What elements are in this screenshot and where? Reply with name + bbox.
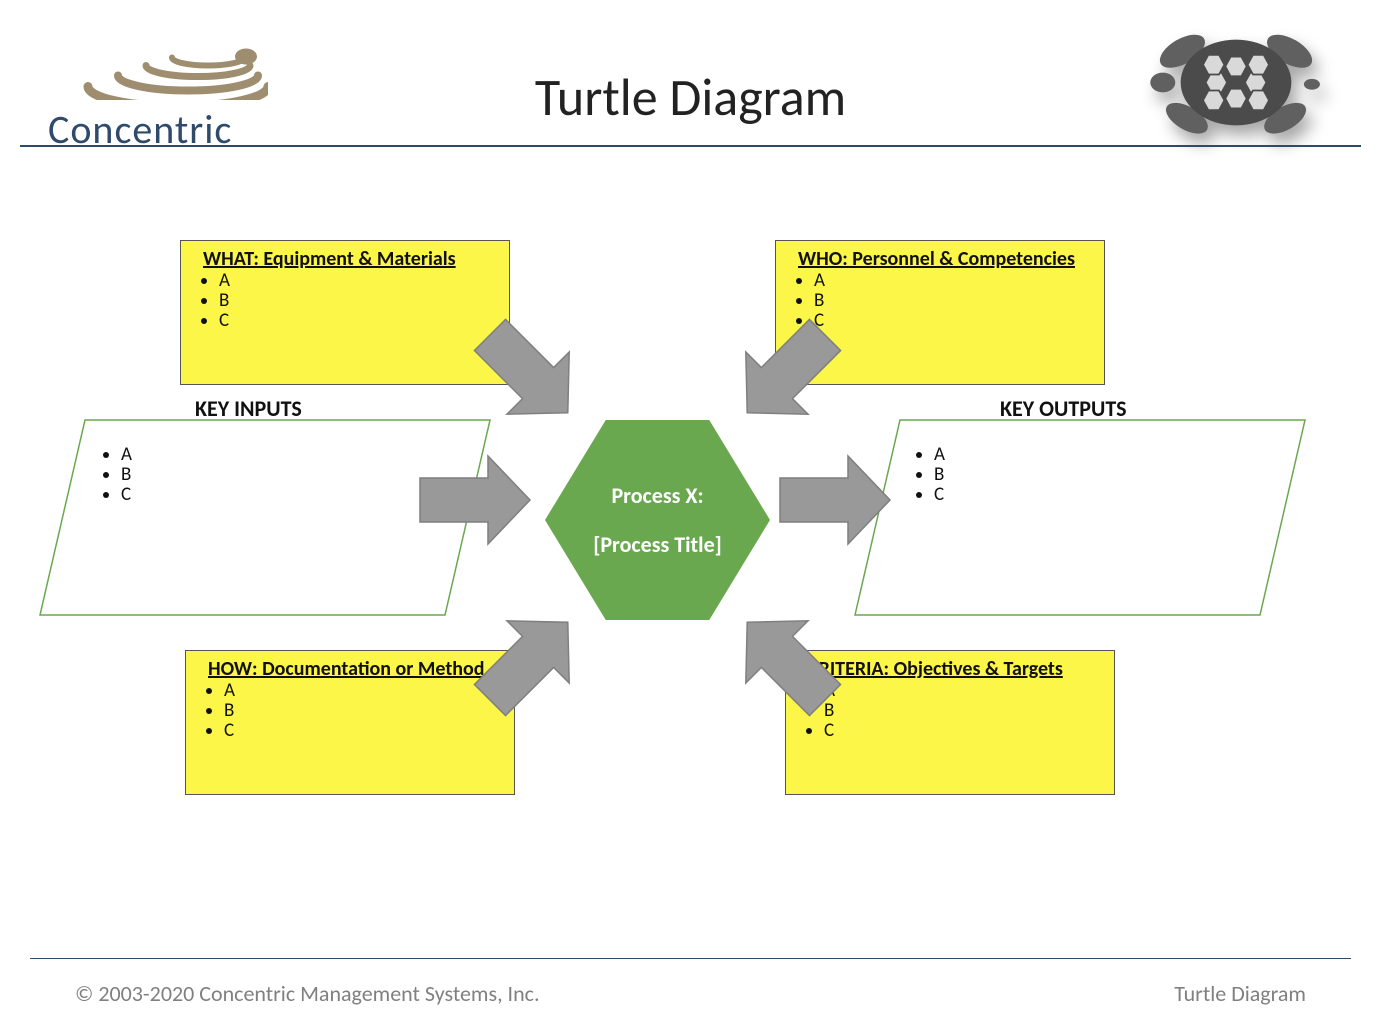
arrow-from-what xyxy=(490,335,491,336)
footer-title: Turtle Diagram xyxy=(1174,980,1306,1007)
arrow-from-how xyxy=(490,700,491,701)
footer-copyright: © 2003-2020 Concentric Management System… xyxy=(75,980,540,1007)
center-process: Process X: [Process Title] xyxy=(545,420,770,620)
slide: Concentric Turtle Diagram WHAT: Equipmen… xyxy=(0,0,1381,1029)
center-line1: Process X: xyxy=(545,478,770,513)
arrow-from-who xyxy=(825,335,826,336)
arrow-from-inputs xyxy=(420,500,421,501)
turtle-icon xyxy=(1141,20,1331,145)
center-line2: [Process Title] xyxy=(545,527,770,562)
footer: © 2003-2020 Concentric Management System… xyxy=(0,964,1381,1029)
footer-divider xyxy=(30,958,1351,959)
header: Concentric Turtle Diagram xyxy=(0,0,1381,145)
arrow-from-criteria xyxy=(825,700,826,701)
turtle-diagram: WHAT: Equipment & MaterialsABCWHO: Perso… xyxy=(0,145,1381,959)
arrow-to-outputs xyxy=(780,500,781,501)
